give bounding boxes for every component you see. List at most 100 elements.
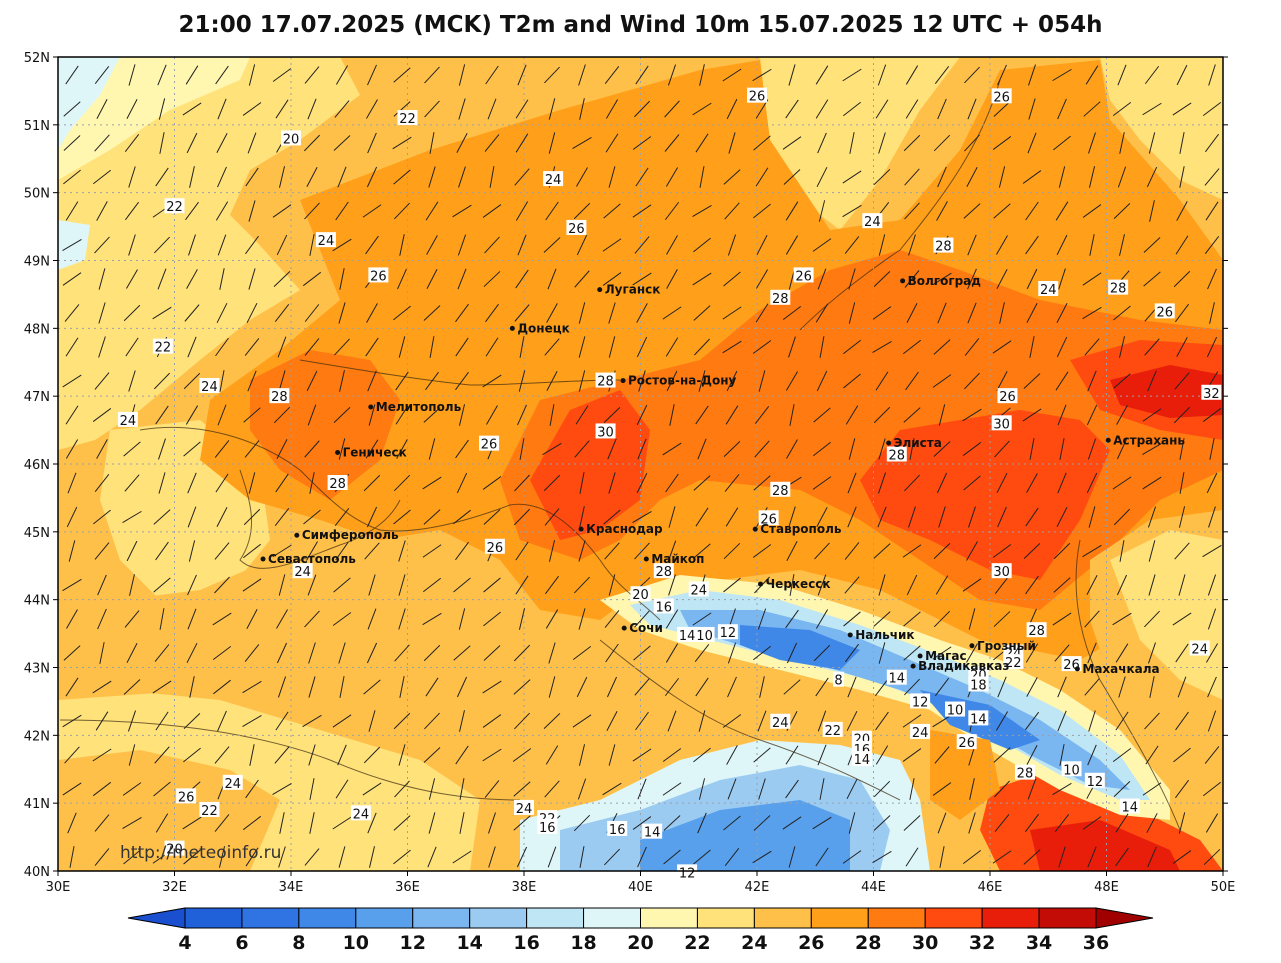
latitude-label: 51N — [24, 119, 50, 134]
wind-barb — [278, 846, 286, 868]
wind-barb — [219, 268, 225, 290]
wind-barb — [304, 440, 320, 458]
wind-barb — [605, 133, 619, 153]
wind-barb — [393, 849, 411, 865]
wind-barb — [545, 609, 559, 629]
wind-barb — [304, 66, 320, 84]
wind-barb — [65, 405, 79, 425]
contour-label-bg — [642, 823, 663, 839]
wind-barb — [335, 65, 349, 85]
city-dot — [752, 526, 758, 532]
wind-barb — [455, 337, 469, 357]
wind-barb — [782, 816, 802, 830]
wind-barb — [878, 438, 886, 460]
city-dot — [620, 378, 626, 384]
wind-barb — [995, 711, 1009, 731]
contour-label: 14 — [854, 753, 871, 768]
wind-barb — [1029, 438, 1035, 460]
wind-barb — [124, 133, 140, 153]
colorbar-label: 26 — [798, 932, 824, 954]
wind-barb — [368, 574, 376, 596]
wind-barb — [243, 508, 261, 526]
wind-barb — [398, 608, 406, 630]
wind-barb — [369, 846, 375, 868]
contour-label: 26 — [178, 790, 195, 805]
wind-barb — [1056, 506, 1068, 528]
wind-barb — [362, 782, 382, 796]
wind-barb — [873, 168, 891, 186]
wind-barb — [667, 64, 677, 86]
wind-barb — [878, 132, 886, 154]
wind-barb — [1084, 678, 1100, 696]
longitude-label: 40E — [628, 880, 653, 895]
wind-barb — [1143, 237, 1161, 253]
contour-label-bg — [1201, 384, 1222, 400]
wind-barb — [393, 169, 411, 185]
latitude-label: 44N — [24, 594, 50, 609]
wind-barb — [693, 849, 711, 865]
longitude-label: 46E — [978, 880, 1003, 895]
wind-barb — [1143, 271, 1161, 287]
wind-barb — [815, 99, 829, 119]
wind-barb — [1205, 201, 1219, 221]
wind-barb — [789, 404, 795, 426]
wind-barb — [669, 404, 675, 426]
wind-barb — [1025, 643, 1039, 663]
wind-barb — [1174, 372, 1190, 390]
wind-barb — [816, 507, 828, 527]
wind-barb — [337, 166, 347, 188]
wind-barb — [427, 846, 437, 868]
wind-barb — [994, 780, 1010, 798]
wind-barb — [455, 439, 469, 459]
wind-barb — [549, 404, 555, 426]
wind-barb — [1142, 782, 1162, 796]
wind-barb — [1116, 438, 1128, 460]
wind-barb — [455, 541, 469, 561]
wind-barb — [697, 812, 707, 834]
city-dot — [260, 556, 266, 562]
contour-label-bg — [1026, 622, 1047, 638]
wind-barb — [997, 676, 1007, 698]
wind-barb — [608, 472, 616, 494]
wind-barb — [608, 744, 616, 766]
contour-label-bg — [630, 586, 651, 602]
wind-barb — [1053, 542, 1071, 560]
wind-barb — [692, 102, 712, 116]
wind-barb — [572, 136, 592, 150]
wind-barb — [246, 302, 258, 324]
wind-barb — [394, 780, 410, 798]
wind-barb — [969, 778, 975, 800]
wind-barb — [186, 642, 198, 664]
wind-barb — [337, 744, 347, 766]
city-label: Ростов-на-Дону — [628, 374, 737, 388]
wind-barb — [395, 405, 409, 425]
wind-barb — [422, 544, 442, 558]
contour-label-bg — [368, 267, 389, 283]
wind-barb — [126, 642, 138, 664]
contour-label-bg — [1014, 764, 1035, 780]
wind-barb — [633, 100, 651, 118]
wind-barb — [638, 370, 646, 392]
wind-barb — [634, 236, 650, 254]
wind-barb — [122, 782, 142, 796]
wind-barb — [758, 778, 766, 800]
wind-barb — [242, 714, 262, 728]
contour-label: 18 — [970, 678, 987, 693]
wind-barb — [1116, 405, 1128, 425]
contour-label: 28 — [935, 240, 952, 255]
wind-barb — [1054, 644, 1070, 662]
wind-barb — [398, 744, 406, 766]
wind-barb — [332, 816, 352, 830]
wind-barb — [845, 405, 859, 425]
wind-barb — [1027, 132, 1037, 154]
wind-barb — [909, 778, 915, 800]
wind-barb — [1148, 574, 1156, 596]
wind-barb — [242, 680, 262, 694]
wind-barb — [817, 744, 827, 766]
wind-barb — [92, 781, 112, 797]
wind-barb — [123, 441, 141, 457]
wind-barb — [752, 850, 772, 864]
wind-barb — [338, 846, 346, 868]
wind-barb — [692, 204, 712, 218]
contour-label-bg — [164, 840, 185, 856]
